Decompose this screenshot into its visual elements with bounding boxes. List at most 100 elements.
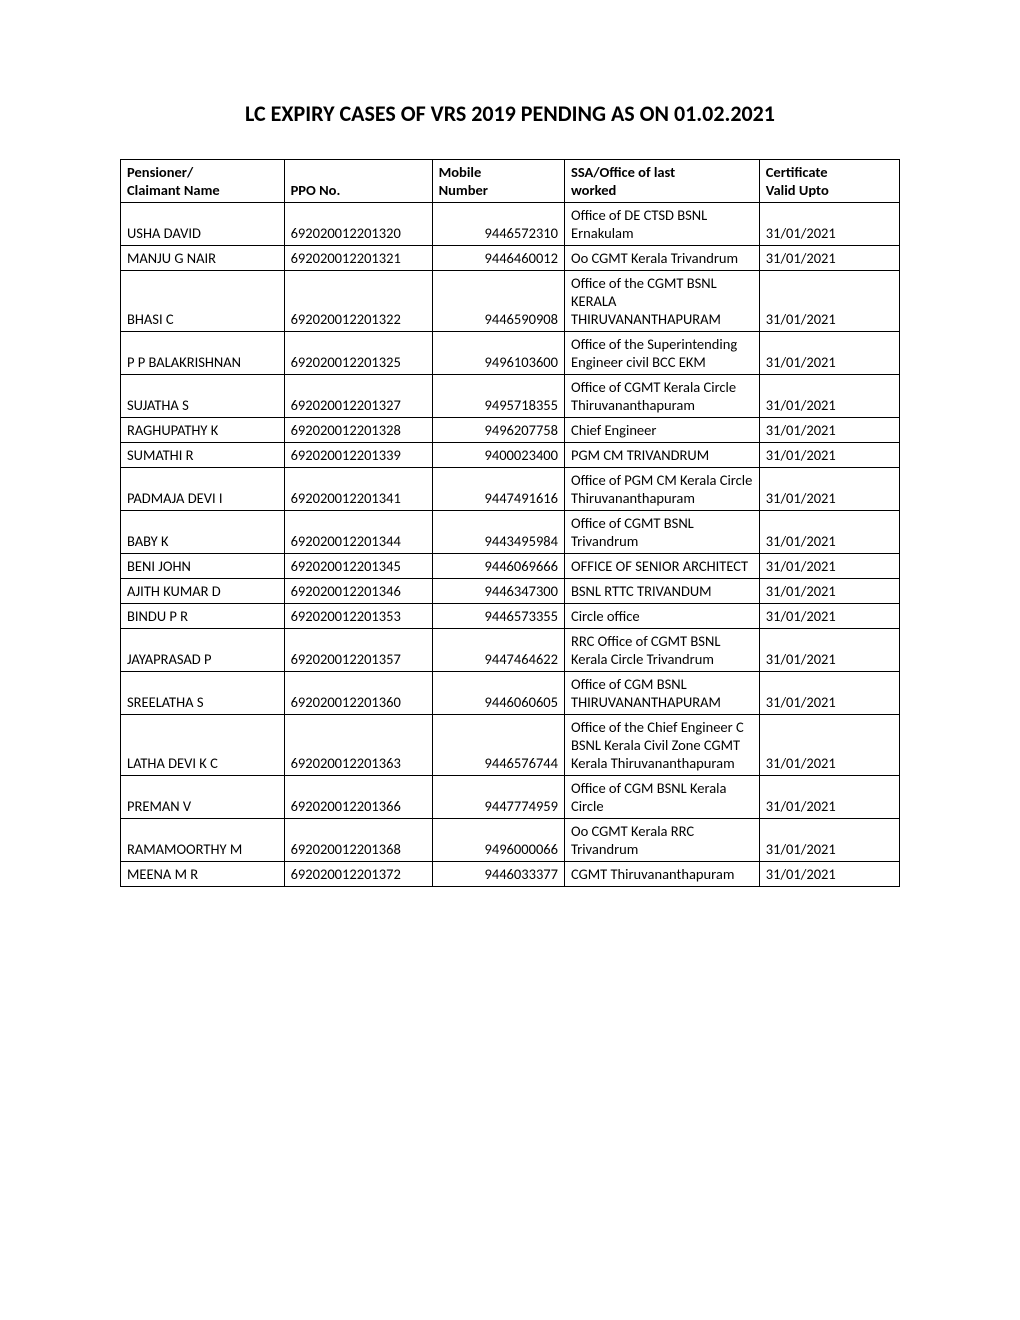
cell-office: Office of CGMT BSNL Trivandrum [565,511,760,554]
table-row: MANJU G NAIR6920200122013219446460012Oo … [121,246,900,271]
header-label: SSA/Office of last [571,163,675,181]
cell-ppo-no: 692020012201368 [284,819,432,862]
table-header-row: Pensioner/ Claimant Name PPO No. Mobile … [121,160,900,203]
cell-ppo-no: 692020012201357 [284,629,432,672]
cell-mobile-number: 9447774959 [432,776,564,819]
cell-certificate-valid: 31/01/2021 [759,629,899,672]
table-row: BENI JOHN6920200122013459446069666OFFICE… [121,554,900,579]
cell-ppo-no: 692020012201363 [284,715,432,776]
table-row: RAMAMOORTHY M6920200122013689496000066Oo… [121,819,900,862]
cell-office: Office of PGM CM Kerala Circle Thiruvana… [565,468,760,511]
cell-ppo-no: 692020012201339 [284,443,432,468]
cell-certificate-valid: 31/01/2021 [759,776,899,819]
header-pensioner-name: Pensioner/ Claimant Name [121,160,285,203]
cell-office: OFFICE OF SENIOR ARCHITECT [565,554,760,579]
cell-office: Office of the Chief Engineer C BSNL Kera… [565,715,760,776]
cell-office: Oo CGMT Kerala Trivandrum [565,246,760,271]
cell-certificate-valid: 31/01/2021 [759,203,899,246]
cell-pensioner-name: USHA DAVID [121,203,285,246]
header-label: worked [571,181,616,199]
cell-ppo-no: 692020012201328 [284,418,432,443]
cell-ppo-no: 692020012201353 [284,604,432,629]
cell-ppo-no: 692020012201344 [284,511,432,554]
cell-office: RRC Office of CGMT BSNL Kerala Circle Tr… [565,629,760,672]
cell-pensioner-name: SREELATHA S [121,672,285,715]
cell-certificate-valid: 31/01/2021 [759,468,899,511]
cell-certificate-valid: 31/01/2021 [759,418,899,443]
cell-mobile-number: 9400023400 [432,443,564,468]
table-row: SREELATHA S6920200122013609446060605Offi… [121,672,900,715]
table-row: JAYAPRASAD P6920200122013579447464622RRC… [121,629,900,672]
cell-mobile-number: 9446060605 [432,672,564,715]
cell-pensioner-name: SUJATHA S [121,375,285,418]
table-row: BABY K6920200122013449443495984Office of… [121,511,900,554]
header-label: PPO No. [291,181,341,199]
cell-certificate-valid: 31/01/2021 [759,672,899,715]
cell-mobile-number: 9496000066 [432,819,564,862]
cell-certificate-valid: 31/01/2021 [759,511,899,554]
header-label: Mobile [439,163,482,181]
cell-certificate-valid: 31/01/2021 [759,246,899,271]
cell-pensioner-name: MEENA M R [121,862,285,887]
table-row: MEENA M R6920200122013729446033377CGMT T… [121,862,900,887]
cell-certificate-valid: 31/01/2021 [759,443,899,468]
cell-certificate-valid: 31/01/2021 [759,554,899,579]
cell-office: Office of CGM BSNL THIRUVANANTHAPURAM [565,672,760,715]
cell-ppo-no: 692020012201366 [284,776,432,819]
cell-mobile-number: 9446573355 [432,604,564,629]
cell-mobile-number: 9446572310 [432,203,564,246]
cell-pensioner-name: RAGHUPATHY K [121,418,285,443]
table-row: PREMAN V6920200122013669447774959Office … [121,776,900,819]
header-label: Certificate [766,163,828,181]
cell-pensioner-name: JAYAPRASAD P [121,629,285,672]
cell-mobile-number: 9446033377 [432,862,564,887]
table-row: SUJATHA S6920200122013279495718355Office… [121,375,900,418]
cell-pensioner-name: SUMATHI R [121,443,285,468]
header-label: Claimant Name [127,181,220,199]
cell-certificate-valid: 31/01/2021 [759,579,899,604]
cell-pensioner-name: BINDU P R [121,604,285,629]
cell-pensioner-name: P P BALAKRISHNAN [121,332,285,375]
cell-mobile-number: 9446347300 [432,579,564,604]
cell-office: Office of DE CTSD BSNL Ernakulam [565,203,760,246]
cell-ppo-no: 692020012201320 [284,203,432,246]
header-label: Pensioner/ [127,163,193,181]
cell-office: BSNL RTTC TRIVANDUM [565,579,760,604]
cell-mobile-number: 9446460012 [432,246,564,271]
cell-mobile-number: 9446576744 [432,715,564,776]
table-row: AJITH KUMAR D6920200122013469446347300BS… [121,579,900,604]
cell-ppo-no: 692020012201345 [284,554,432,579]
cell-mobile-number: 9496103600 [432,332,564,375]
cell-certificate-valid: 31/01/2021 [759,375,899,418]
table-row: USHA DAVID6920200122013209446572310Offic… [121,203,900,246]
cell-certificate-valid: 31/01/2021 [759,332,899,375]
cell-office: Office of the Superintending Engineer ci… [565,332,760,375]
cell-mobile-number: 9446590908 [432,271,564,332]
cell-office: Chief Engineer [565,418,760,443]
cell-certificate-valid: 31/01/2021 [759,604,899,629]
cell-office: Office of the CGMT BSNL KERALA THIRUVANA… [565,271,760,332]
header-label: Number [439,181,488,199]
header-mobile-number: Mobile Number [432,160,564,203]
cell-ppo-no: 692020012201360 [284,672,432,715]
cell-office: Oo CGMT Kerala RRC Trivandrum [565,819,760,862]
header-certificate-valid: Certificate Valid Upto [759,160,899,203]
cell-pensioner-name: PADMAJA DEVI I [121,468,285,511]
cell-pensioner-name: LATHA DEVI K C [121,715,285,776]
table-body: USHA DAVID6920200122013209446572310Offic… [121,203,900,887]
cell-pensioner-name: RAMAMOORTHY M [121,819,285,862]
cell-ppo-no: 692020012201372 [284,862,432,887]
cell-certificate-valid: 31/01/2021 [759,819,899,862]
cell-office: Office of CGMT Kerala Circle Thiruvanant… [565,375,760,418]
cell-mobile-number: 9443495984 [432,511,564,554]
header-label: Valid Upto [766,181,829,199]
header-ppo-no: PPO No. [284,160,432,203]
expiry-cases-table: Pensioner/ Claimant Name PPO No. Mobile … [120,159,900,887]
table-row: P P BALAKRISHNAN692020012201325949610360… [121,332,900,375]
cell-mobile-number: 9495718355 [432,375,564,418]
cell-certificate-valid: 31/01/2021 [759,715,899,776]
cell-ppo-no: 692020012201327 [284,375,432,418]
cell-office: PGM CM TRIVANDRUM [565,443,760,468]
cell-ppo-no: 692020012201322 [284,271,432,332]
cell-ppo-no: 692020012201346 [284,579,432,604]
